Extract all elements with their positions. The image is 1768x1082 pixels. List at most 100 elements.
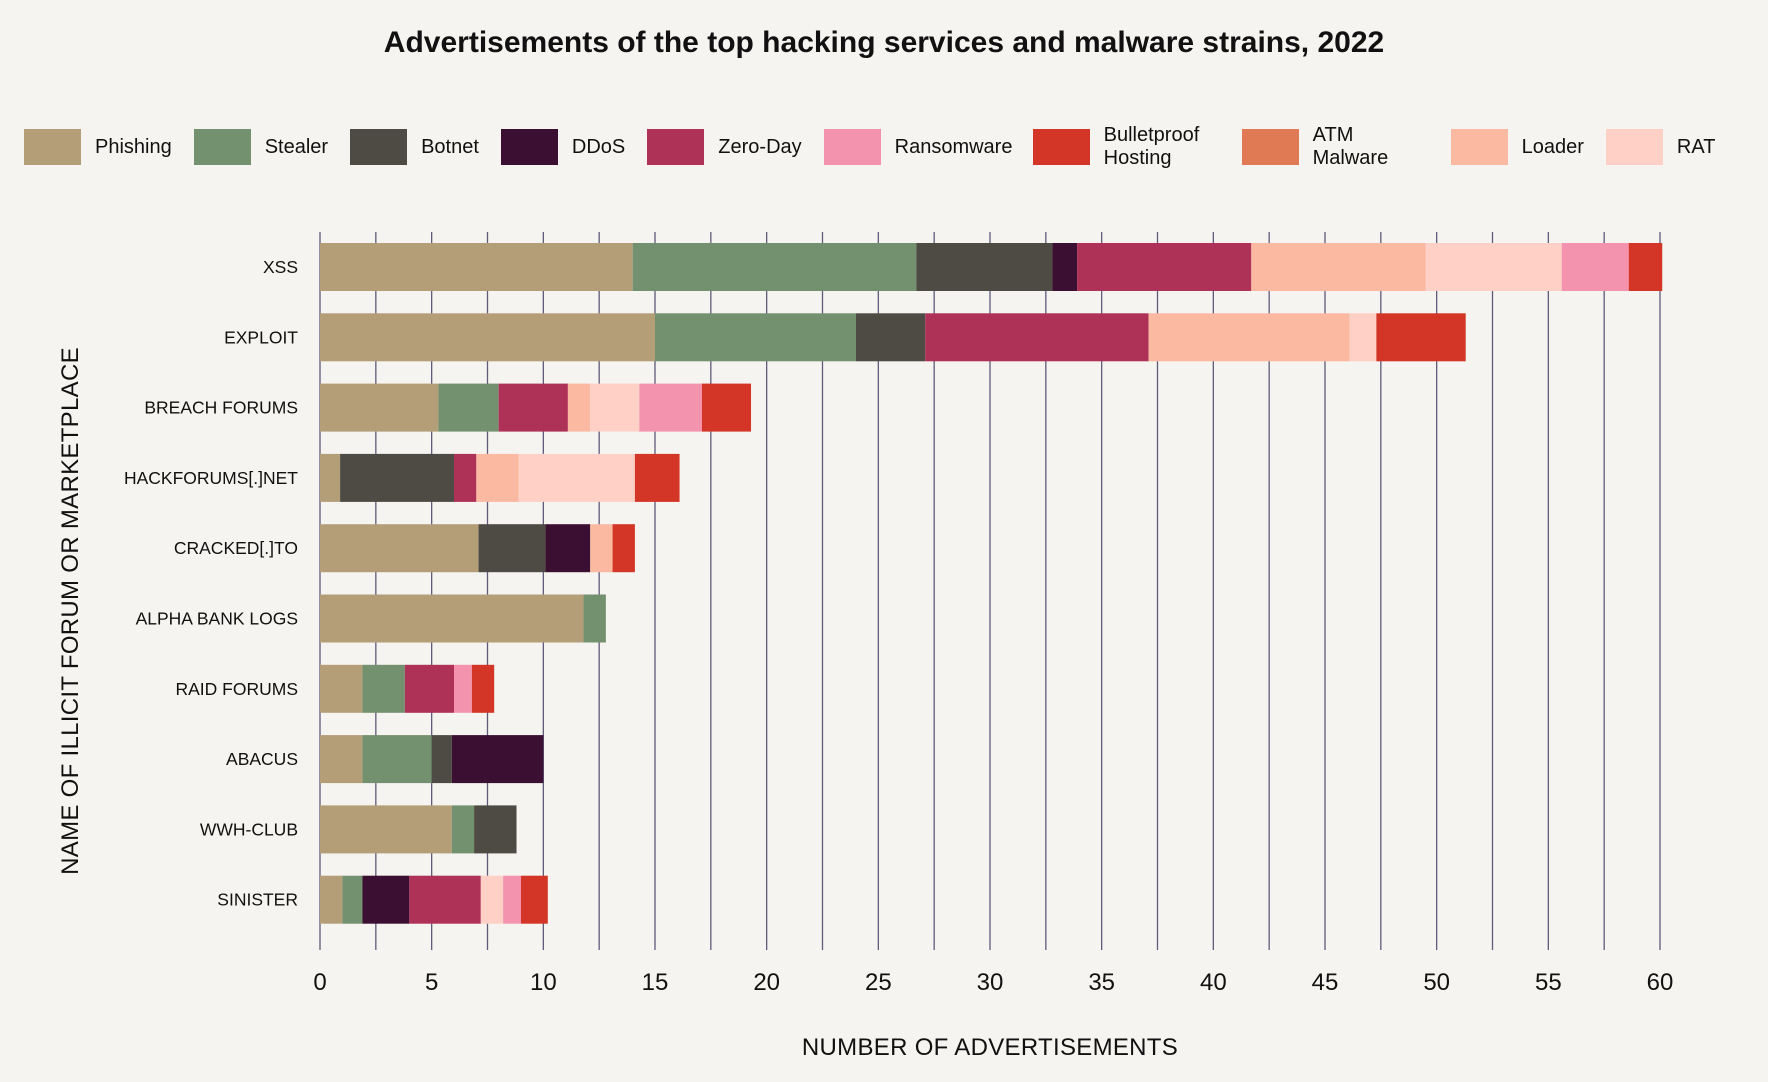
legend-item-ransomware: Ransomware [823,129,1013,165]
chart-title: Advertisements of the top hacking servic… [383,26,1385,59]
bar-abacus-botnet [431,735,452,784]
bar-exploit-rat [1349,313,1377,362]
legend: Phishing Stealer Botnet DDoS Zero-Day Ransomw… [24,112,1764,182]
bar-cracked-to-ddos [545,524,591,573]
legend-item-ddos: DDoS [500,129,625,165]
bar-alpha-bank-logs-stealer [583,594,606,643]
category-label-alpha-bank-logs: ALPHA BANK LOGS [136,609,298,629]
category-label-exploit: EXPLOIT [224,327,298,347]
bar-xss-ddos [1052,243,1078,291]
x-tick-label: 45 [1312,969,1339,996]
bar-cracked-to-loader [590,524,613,573]
bar-hackforums-net-zero-day [454,453,477,502]
bar-xss-loader [1251,243,1426,291]
legend-item-bulletproof-hosting: Bulletproof Hosting [1032,124,1220,170]
legend-item-botnet: Botnet [350,129,479,165]
bar-cracked-to-phishing [320,524,479,573]
bar-xss-zero-day [1077,243,1252,291]
x-tick-label: 25 [865,969,892,996]
bar-hackforums-net-phishing [320,453,341,502]
bar-breach-forums-ransomware [639,383,702,432]
bar-xss-botnet [916,243,1053,291]
category-label-sinister: SINISTER [217,890,298,910]
x-tick-label: 0 [313,969,326,996]
bar-exploit-phishing [320,313,655,362]
botnet-swatch [350,129,408,165]
x-tick-label: 55 [1535,969,1562,996]
category-label-abacus: ABACUS [226,749,298,769]
bar-breach-forums-bulletproof-hosting [701,383,752,432]
legend-item-loader: Loader [1450,129,1584,165]
category-label-raid-forums: RAID FORUMS [176,679,299,699]
bar-sinister-phishing [320,875,343,924]
legend-label: Loader [1521,135,1584,158]
legend-item-atm-malware: ATM Malware [1241,124,1429,170]
bar-raid-forums-stealer [362,664,405,713]
bar-raid-forums-zero-day [404,664,454,713]
bar-exploit-zero-day [925,313,1149,362]
bar-breach-forums-rat [590,383,640,432]
bar-sinister-stealer [342,875,363,924]
category-label-xss: XSS [263,257,298,277]
bar-breach-forums-stealer [438,383,499,432]
y-axis-label: NAME OF ILLICIT FORUM OR MARKETPLACE [57,347,84,875]
bar-breach-forums-zero-day [498,383,568,432]
bar-xss-phishing [320,243,633,291]
stealer-swatch [193,129,251,165]
bar-cracked-to-botnet [478,524,546,573]
x-tick-label: 15 [642,969,669,996]
category-label-cracked-to: CRACKED[.]TO [174,538,298,558]
labels: XSS EXPLOIT BREACH FORUMS HACKFORUMS[.]NET C… [57,257,1673,1061]
bar-exploit-stealer [655,313,856,362]
phishing-swatch [24,129,81,165]
bar-sinister-ransomware [503,875,521,924]
bar-xss-rat [1425,243,1562,291]
x-tick-label: 5 [425,969,438,996]
bar-sinister-bulletproof-hosting [521,875,548,924]
legend-item-zero-day: Zero-Day [647,129,802,165]
bar-xss-bulletproof-hosting [1628,243,1663,291]
legend-label: Zero-Day [718,135,802,158]
legend-label: ATM Malware [1312,124,1389,169]
x-tick-label: 35 [1088,969,1115,996]
x-tick-label: 60 [1647,969,1674,996]
bar-sinister-ddos [362,875,410,924]
bar-hackforums-net-bulletproof-hosting [634,453,680,502]
legend-label: Botnet [421,135,479,158]
bar-abacus-stealer [362,735,432,784]
legend-label: Phishing [95,135,172,158]
bar-exploit-bulletproof-hosting [1376,313,1466,362]
bar-xss-ransomware [1561,243,1629,291]
bar-raid-forums-bulletproof-hosting [471,664,495,713]
bar-hackforums-net-loader [476,453,519,502]
x-tick-label: 20 [753,969,780,996]
ddos-swatch [500,129,558,165]
bulletproof-hosting-swatch [1032,129,1090,165]
legend-label: Stealer [264,135,329,158]
legend-label: RAT [1676,135,1716,158]
bar-cracked-to-bulletproof-hosting [612,524,635,573]
bar-abacus-phishing [320,735,363,784]
x-axis-label: NUMBER OF ADVERTISEMENTS [802,1034,1178,1061]
legend-item-rat: RAT [1605,129,1716,165]
bar-hackforums-net-rat [518,453,635,502]
bar-sinister-zero-day [409,875,481,924]
category-label-breach-forums: BREACH FORUMS [144,398,298,418]
bars [320,243,1663,924]
x-tick-label: 50 [1423,969,1450,996]
atm-malware-swatch [1241,129,1299,165]
bar-raid-forums-phishing [320,664,363,713]
legend-label: Ransomware [894,135,1013,158]
bar-xss-stealer [632,243,917,291]
x-tick-label: 40 [1200,969,1227,996]
category-label-wwh-club: WWH-CLUB [200,819,298,839]
bar-exploit-botnet [856,313,926,362]
loader-swatch [1450,129,1508,165]
ransomware-swatch [823,129,881,165]
bar-wwh-club-stealer [451,805,475,854]
bar-alpha-bank-logs-phishing [320,594,584,643]
legend-item-phishing: Phishing [24,129,172,165]
legend-label: Bulletproof Hosting [1103,124,1200,169]
category-label-hackforums-net: HACKFORUMS[.]NET [124,468,298,488]
